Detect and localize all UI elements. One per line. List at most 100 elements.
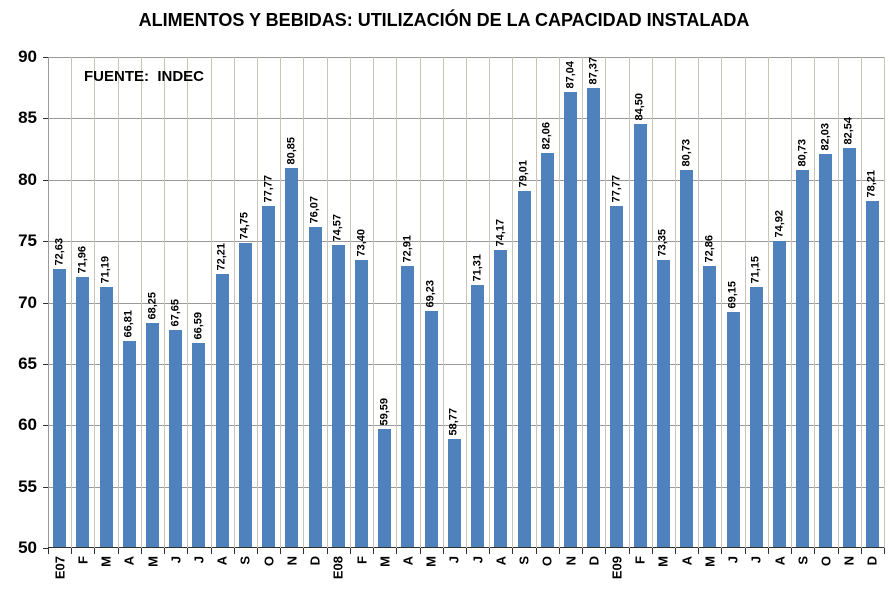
y-axis-tick-label: 60 bbox=[18, 415, 37, 434]
x-tick-mark bbox=[373, 548, 374, 554]
y-axis-tick-label: 50 bbox=[18, 538, 37, 557]
x-axis-category-label: A bbox=[679, 556, 695, 566]
x-axis-category-label: S bbox=[237, 556, 253, 565]
bar-value-label: 69,15 bbox=[726, 281, 739, 309]
x-axis-category-label: M bbox=[145, 556, 160, 567]
x-tick-mark bbox=[536, 548, 537, 554]
vertical-gridline bbox=[884, 57, 885, 548]
x-tick-mark bbox=[94, 548, 95, 554]
bar bbox=[401, 266, 414, 547]
bar-value-label: 71,31 bbox=[471, 254, 484, 282]
x-tick-mark bbox=[838, 548, 839, 554]
x-axis-category-label: N bbox=[563, 556, 578, 566]
bar bbox=[100, 287, 113, 547]
bar bbox=[146, 323, 159, 547]
bar-value-label: 73,40 bbox=[355, 229, 367, 257]
bar-value-label: 87,37 bbox=[587, 57, 600, 85]
bar-value-label: 72,86 bbox=[703, 235, 716, 263]
vertical-gridline bbox=[745, 57, 746, 548]
bar bbox=[332, 245, 345, 547]
x-tick-mark bbox=[327, 548, 328, 554]
vertical-gridline bbox=[396, 57, 397, 548]
vertical-gridline bbox=[466, 57, 467, 548]
bar-value-label: 69,23 bbox=[424, 280, 437, 308]
y-tick-mark bbox=[43, 118, 48, 119]
x-axis-category-label: A bbox=[214, 556, 230, 566]
bar-value-label: 80,73 bbox=[680, 139, 693, 167]
x-axis-category-label: E09 bbox=[609, 556, 625, 580]
x-axis-category-label: O bbox=[539, 556, 555, 567]
vertical-gridline bbox=[838, 57, 839, 548]
bar bbox=[239, 243, 252, 547]
y-tick-mark bbox=[43, 303, 48, 304]
bar-value-label: 74,92 bbox=[773, 210, 785, 238]
bar-value-label: 71,19 bbox=[99, 256, 112, 284]
bar bbox=[727, 312, 740, 547]
x-axis-category-label: J bbox=[470, 556, 486, 564]
x-tick-mark bbox=[48, 548, 49, 554]
bar-value-label: 59,59 bbox=[378, 398, 391, 426]
bar-value-label: 72,91 bbox=[401, 235, 414, 263]
vertical-gridline bbox=[303, 57, 304, 548]
x-axis-category-label: A bbox=[121, 556, 137, 566]
y-axis-tick-label: 90 bbox=[18, 47, 37, 66]
x-axis-category-label: N bbox=[841, 556, 857, 566]
x-tick-mark bbox=[141, 548, 142, 554]
x-axis-category-label: M bbox=[423, 556, 439, 567]
bar-value-label: 82,03 bbox=[819, 123, 832, 151]
x-tick-mark bbox=[675, 548, 676, 554]
x-axis-category-label: J bbox=[725, 556, 741, 564]
vertical-gridline bbox=[94, 57, 95, 548]
bar bbox=[494, 250, 507, 547]
x-axis-category-label: F bbox=[632, 556, 648, 564]
x-axis-category-label: N bbox=[284, 556, 300, 566]
bar bbox=[866, 201, 879, 547]
bar bbox=[750, 287, 763, 547]
bar-value-label: 80,85 bbox=[285, 137, 298, 165]
bar bbox=[285, 168, 298, 547]
bar-value-label: 84,50 bbox=[633, 93, 646, 121]
x-tick-mark bbox=[721, 548, 722, 554]
vertical-gridline bbox=[861, 57, 862, 548]
bar bbox=[262, 206, 275, 547]
x-axis-category-label: E08 bbox=[330, 556, 346, 580]
bar bbox=[192, 343, 205, 547]
x-axis-category-label: D bbox=[586, 556, 602, 566]
bar-value-label: 72,21 bbox=[215, 243, 228, 271]
vertical-gridline bbox=[536, 57, 537, 548]
bar-value-label: 67,65 bbox=[169, 299, 182, 327]
bar-value-label: 74,57 bbox=[331, 214, 344, 242]
y-axis-tick-label: 75 bbox=[18, 231, 37, 250]
vertical-gridline bbox=[211, 57, 212, 548]
bar-value-label: 71,15 bbox=[749, 256, 762, 284]
vertical-gridline bbox=[71, 57, 72, 548]
y-tick-mark bbox=[43, 487, 48, 488]
y-tick-mark bbox=[43, 57, 48, 58]
vertical-gridline bbox=[280, 57, 281, 548]
bar-value-label: 87,04 bbox=[564, 61, 576, 89]
bar-value-label: 71,96 bbox=[76, 246, 89, 274]
y-axis-tick-label: 65 bbox=[18, 354, 37, 373]
x-axis: E07 F M A M J J A S O N D E08 F M A M J J A S O N D E09 F M A M J J A S O… bbox=[48, 556, 884, 600]
vertical-gridline bbox=[257, 57, 258, 548]
bar bbox=[657, 260, 670, 547]
x-tick-mark bbox=[280, 548, 281, 554]
y-tick-mark bbox=[43, 548, 48, 549]
x-axis-category-label: S bbox=[795, 556, 811, 565]
bar bbox=[53, 269, 66, 547]
x-tick-mark bbox=[71, 548, 72, 554]
bar-value-label: 74,17 bbox=[494, 219, 507, 247]
x-axis-category-label: O bbox=[818, 556, 834, 567]
x-axis-category-label: J bbox=[748, 556, 764, 564]
bar bbox=[843, 148, 856, 547]
x-tick-mark bbox=[443, 548, 444, 554]
vertical-gridline bbox=[420, 57, 421, 548]
x-axis-category-label: A bbox=[772, 556, 787, 566]
bar bbox=[518, 191, 531, 547]
x-axis-category-label: D bbox=[307, 556, 323, 566]
bar bbox=[703, 266, 716, 547]
x-axis-category-label: M bbox=[655, 556, 671, 567]
bar-value-label: 79,01 bbox=[517, 160, 530, 188]
x-tick-mark bbox=[629, 548, 630, 554]
